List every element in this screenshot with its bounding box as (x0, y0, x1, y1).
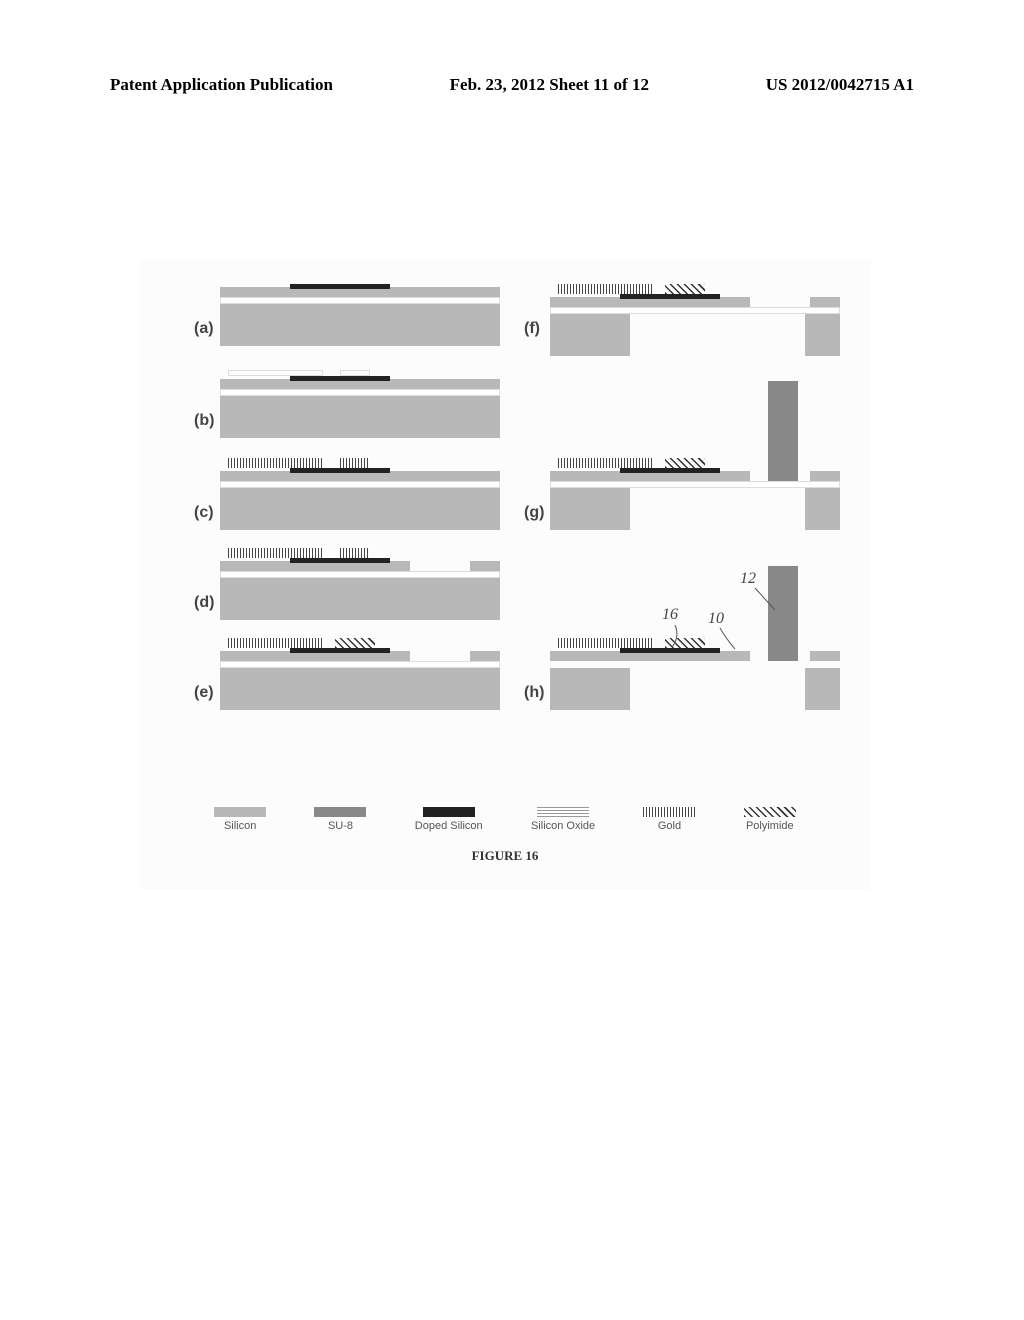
swatch-gold (643, 807, 695, 817)
header-center: Feb. 23, 2012 Sheet 11 of 12 (450, 75, 649, 95)
swatch-silicon (214, 807, 266, 817)
label-g: (g) (524, 504, 544, 522)
label-c: (c) (194, 504, 214, 522)
swatch-doped (423, 807, 475, 817)
panel-f (550, 276, 840, 356)
panel-e (220, 640, 500, 710)
panels-grid: (a) (b) (c) (140, 260, 870, 890)
figure-16: (a) (b) (c) (140, 260, 870, 890)
legend-doped: Doped Silicon (415, 807, 483, 832)
legend-su8: SU-8 (314, 807, 366, 832)
header-left: Patent Application Publication (110, 75, 333, 95)
page-header: Patent Application Publication Feb. 23, … (0, 75, 1024, 95)
label-b: (b) (194, 412, 214, 430)
header-right: US 2012/0042715 A1 (766, 75, 914, 95)
legend-silicon: Silicon (214, 807, 266, 832)
legend-gold: Gold (643, 807, 695, 832)
panel-c (220, 460, 500, 530)
label-h: (h) (524, 684, 544, 702)
panel-g (550, 410, 840, 530)
swatch-oxide (537, 807, 589, 817)
label-e: (e) (194, 684, 214, 702)
legend-poly: Polyimide (744, 807, 796, 832)
label-f: (f) (524, 320, 540, 338)
label-a: (a) (194, 320, 214, 338)
swatch-su8 (314, 807, 366, 817)
label-d: (d) (194, 594, 214, 612)
legend-oxide: Silicon Oxide (531, 807, 595, 832)
figure-caption: FIGURE 16 (140, 848, 870, 864)
swatch-poly (744, 807, 796, 817)
panel-b (220, 368, 500, 438)
panel-a (220, 276, 500, 346)
panel-d (220, 550, 500, 620)
legend: Silicon SU-8 Doped Silicon Silicon Oxide… (190, 807, 820, 832)
